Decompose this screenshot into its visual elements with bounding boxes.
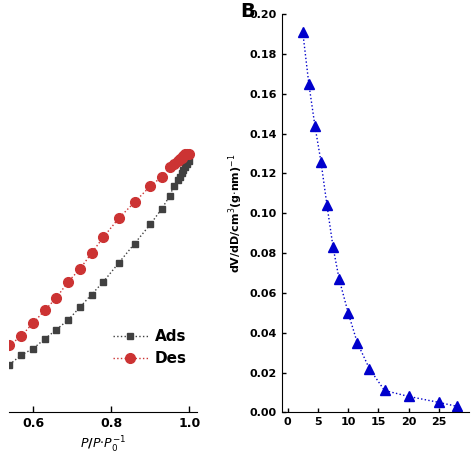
Ads — [116, 260, 122, 265]
Des — [7, 343, 12, 348]
Ads — [147, 222, 153, 228]
Ads — [159, 206, 165, 211]
Des — [42, 308, 47, 313]
Des — [181, 153, 186, 159]
Ads — [89, 292, 94, 297]
Legend: Ads, Des: Ads, Des — [113, 328, 186, 365]
Des — [54, 295, 59, 301]
Ads — [177, 174, 182, 180]
Ads — [18, 352, 24, 358]
Des — [65, 279, 71, 284]
Ads — [42, 336, 47, 342]
Des — [147, 183, 153, 189]
Des — [171, 161, 176, 167]
Ads — [184, 161, 190, 167]
Des — [77, 266, 82, 272]
Des — [184, 152, 190, 157]
Ads — [175, 177, 181, 182]
Ads — [77, 304, 82, 310]
Des — [175, 158, 181, 164]
Des — [116, 215, 122, 221]
Text: B: B — [240, 2, 255, 21]
Ads — [181, 167, 186, 173]
Des — [182, 152, 188, 157]
Des — [89, 250, 94, 256]
Ads — [7, 362, 12, 367]
Ads — [54, 327, 59, 332]
Des — [159, 174, 165, 180]
Ads — [132, 241, 137, 246]
X-axis label: $\mathit{P}$/$\mathit{P}$$\cdot$$\mathit{P}_0^{-1}$: $\mathit{P}$/$\mathit{P}$$\cdot$$\mathit… — [80, 434, 127, 455]
Ads — [182, 164, 188, 170]
Des — [167, 164, 173, 170]
Des — [177, 156, 182, 162]
Line: Des: Des — [5, 149, 194, 350]
Des — [186, 152, 192, 157]
Line: Ads: Ads — [6, 157, 193, 368]
Ads — [186, 158, 192, 164]
Des — [179, 155, 184, 160]
Ads — [167, 193, 173, 199]
Ads — [179, 171, 184, 176]
Ads — [30, 346, 36, 352]
Des — [18, 333, 24, 339]
Y-axis label: dV/dD/cm$^3$(g$\cdot$nm)$^{-1}$: dV/dD/cm$^3$(g$\cdot$nm)$^{-1}$ — [227, 154, 245, 273]
Ads — [171, 183, 176, 189]
Des — [132, 199, 137, 205]
Ads — [100, 279, 106, 284]
Des — [100, 234, 106, 240]
Ads — [65, 317, 71, 323]
Des — [30, 320, 36, 326]
